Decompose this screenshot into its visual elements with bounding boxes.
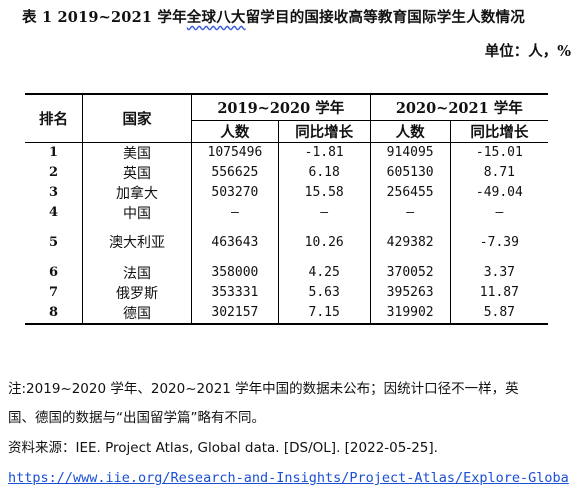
yoy-2020-cell: -49.04 [449,182,548,203]
yoy-2019-cell: 15.58 [277,182,371,203]
people-2020-cell: – [369,202,451,223]
yoy-2020-cell: 8.71 [449,162,548,183]
yoy-2019-cell: 7.15 [277,302,371,324]
rank-cell: 8 [48,305,59,320]
table-title: 表 1 2019~2021 学年全球八大留学目的国接收高等教育国际学生人数情况 [22,6,525,27]
rank-cell: 7 [48,285,59,300]
rank-cell: 6 [48,265,59,280]
people-2020-cell: 256455 [369,182,451,203]
table-row: 4 中国 – – – – [25,202,548,223]
source-link[interactable]: https://www.iie.org/Research-and-Insight… [8,470,569,486]
note-line-2: 国、德国的数据与“出国留学篇”略有不同。 [8,410,265,426]
yoy-2020-cell: -7.39 [449,222,548,263]
yoy-2020-cell: 5.87 [449,302,548,324]
rank-cell: 1 [48,145,59,160]
table-row: 6 法国 358000 4.25 370052 3.37 [25,262,548,283]
table-row: 7 俄罗斯 353331 5.63 395263 11.87 [25,282,548,303]
country-cell: 英国 [82,162,192,183]
yoy-2019-cell: 6.18 [277,162,371,183]
header-people-1: 人数 [191,120,279,142]
header-period-2: 2020~2021 学年 [369,94,548,121]
people-2020-cell: 914095 [369,142,451,163]
rank-cell: 2 [48,165,59,180]
title-suffix: 留学目的国接收高等教育国际学生人数情况 [245,9,525,26]
rank-cell: 4 [48,205,59,220]
yoy-2020-cell: – [449,202,548,223]
header-yoy-1: 同比增长 [277,120,371,142]
header-period-1: 2019~2020 学年 [191,94,371,121]
table-row: 5 澳大利亚 463643 10.26 429382 -7.39 [25,222,548,263]
yoy-2019-cell: 4.25 [277,262,371,283]
people-2020-cell: 395263 [369,282,451,303]
people-2020-cell: 429382 [369,222,451,263]
yoy-2020-cell: 3.37 [449,262,548,283]
people-2020-cell: 319902 [369,302,451,324]
table-row: 3 加拿大 503270 15.58 256455 -49.04 [25,182,548,203]
yoy-2020-cell: 11.87 [449,282,548,303]
people-2019-cell: 503270 [191,182,279,203]
table-row: 1 美国 1075496 -1.81 914095 -15.01 [25,142,548,163]
yoy-2019-cell: 5.63 [277,282,371,303]
header-yoy-2: 同比增长 [449,120,548,142]
country-cell: 澳大利亚 [82,222,192,263]
people-2019-cell: 556625 [191,162,279,183]
people-2019-cell: – [191,202,279,223]
people-2019-cell: 353331 [191,282,279,303]
people-2020-cell: 605130 [369,162,451,183]
yoy-2020-cell: -15.01 [449,142,548,163]
yoy-2019-cell: – [277,202,371,223]
title-underlined: 全球八大 [186,9,246,26]
people-2019-cell: 463643 [191,222,279,263]
country-cell: 俄罗斯 [82,282,192,303]
note-line-1: 注:2019~2020 学年、2020~2021 学年中国的数据未公布；因统计口… [8,381,519,397]
country-cell: 加拿大 [82,182,192,203]
table-row: 2 英国 556625 6.18 605130 8.71 [25,162,548,183]
people-2019-cell: 1075496 [191,142,279,163]
rank-cell: 5 [48,235,59,250]
country-cell: 中国 [82,202,192,223]
header-rank: 排名 [25,94,83,143]
country-cell: 德国 [82,302,192,324]
country-cell: 美国 [82,142,192,163]
header-people-2: 人数 [369,120,451,142]
title-prefix: 表 1 2019~2021 学年 [22,9,187,26]
people-2019-cell: 358000 [191,262,279,283]
people-2020-cell: 370052 [369,262,451,283]
students-table: 排名 国家 2019~2020 学年 2020~2021 学年 人数 同比增长 … [25,93,548,325]
unit-label: 单位：人，% [484,43,571,60]
header-country: 国家 [82,94,192,143]
rank-cell: 3 [48,185,59,200]
yoy-2019-cell: -1.81 [277,142,371,163]
people-2019-cell: 302157 [191,302,279,324]
country-cell: 法国 [82,262,192,283]
source-line: 资料来源：IEE. Project Atlas, Global data. [D… [8,440,438,456]
yoy-2019-cell: 10.26 [277,222,371,263]
table-row: 8 德国 302157 7.15 319902 5.87 [25,302,548,324]
